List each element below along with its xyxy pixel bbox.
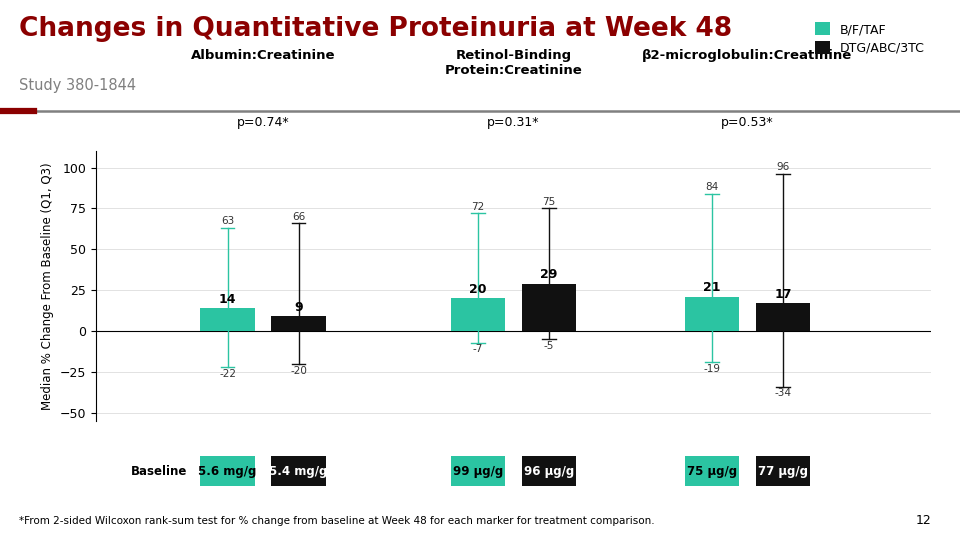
Text: 9: 9 <box>294 301 302 314</box>
Y-axis label: Median % Change From Baseline (Q1, Q3): Median % Change From Baseline (Q1, Q3) <box>41 163 54 410</box>
Text: 5.6 mg/g: 5.6 mg/g <box>199 464 256 478</box>
Text: -22: -22 <box>219 369 236 379</box>
Bar <box>522 284 576 331</box>
Text: 63: 63 <box>221 217 234 226</box>
Bar <box>451 299 505 331</box>
Bar <box>684 297 739 331</box>
Text: Changes in Quantitative Proteinuria at Week 48: Changes in Quantitative Proteinuria at W… <box>19 16 732 42</box>
Text: 96 μg/g: 96 μg/g <box>524 464 574 478</box>
Text: -7: -7 <box>473 345 483 354</box>
Text: p=0.74*: p=0.74* <box>237 116 289 129</box>
Text: 72: 72 <box>471 202 485 212</box>
Bar <box>201 308 254 331</box>
Text: Study 380-1844: Study 380-1844 <box>19 78 136 93</box>
Text: 96: 96 <box>777 163 789 172</box>
Text: β2-microglobulin:Creatinine: β2-microglobulin:Creatinine <box>642 49 852 62</box>
Bar <box>756 303 810 331</box>
Text: -19: -19 <box>704 364 720 374</box>
Bar <box>272 316 325 331</box>
Text: Retinol-Binding
Protein:Creatinine: Retinol-Binding Protein:Creatinine <box>444 49 583 77</box>
Text: 12: 12 <box>916 514 931 526</box>
Text: -34: -34 <box>775 388 791 399</box>
Text: -20: -20 <box>290 366 307 375</box>
Text: 75: 75 <box>542 197 556 207</box>
Text: 77 μg/g: 77 μg/g <box>758 464 808 478</box>
Text: 20: 20 <box>469 283 487 296</box>
Text: p=0.31*: p=0.31* <box>488 116 540 129</box>
Text: Albumin:Creatinine: Albumin:Creatinine <box>191 49 335 62</box>
Text: 75 μg/g: 75 μg/g <box>687 464 737 478</box>
Text: 29: 29 <box>540 268 558 281</box>
Text: -5: -5 <box>544 341 554 351</box>
Text: 99 μg/g: 99 μg/g <box>453 464 503 478</box>
Text: p=0.53*: p=0.53* <box>721 116 774 129</box>
Text: 66: 66 <box>292 212 305 221</box>
Text: *From 2-sided Wilcoxon rank-sum test for % change from baseline at Week 48 for e: *From 2-sided Wilcoxon rank-sum test for… <box>19 516 655 526</box>
Text: 21: 21 <box>704 281 721 294</box>
Text: 17: 17 <box>774 288 792 301</box>
Text: 14: 14 <box>219 293 236 306</box>
Legend: B/F/TAF, DTG/ABC/3TC: B/F/TAF, DTG/ABC/3TC <box>815 23 924 55</box>
Text: 84: 84 <box>706 182 719 192</box>
Text: 5.4 mg/g: 5.4 mg/g <box>270 464 327 478</box>
Text: Baseline: Baseline <box>131 464 187 478</box>
